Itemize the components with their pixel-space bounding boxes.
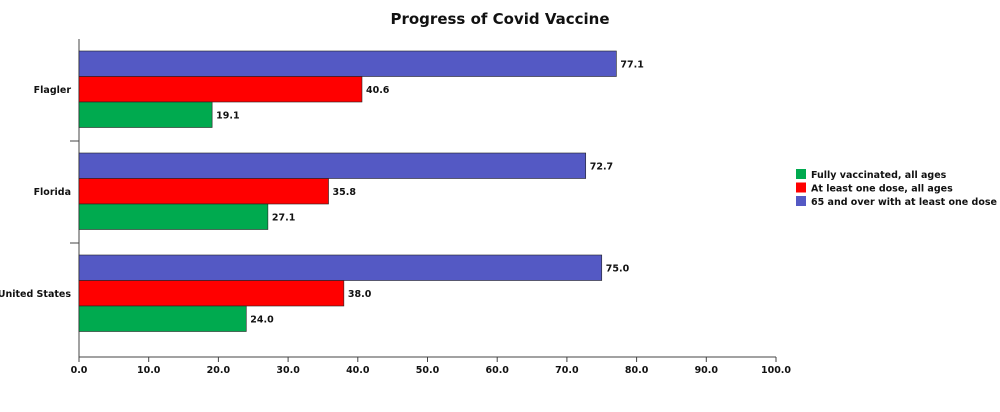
x-tick-label: 60.0 (485, 365, 509, 376)
x-tick-label: 30.0 (276, 365, 300, 376)
x-tick-label: 0.0 (71, 365, 88, 376)
x-tick-label: 70.0 (555, 365, 579, 376)
bar-flagler-65-and-over-with-at-least-one-dose (78, 50, 617, 77)
legend-swatch-65-and-over-with-at-least-one-dose (796, 196, 806, 206)
data-label: 72.7 (590, 161, 613, 172)
data-label: 19.1 (216, 110, 239, 121)
legend-label-65-and-over-with-at-least-one-dose: 65 and over with at least one dose (811, 197, 997, 208)
bar-united-states-65-and-over-with-at-least-one-dose (78, 254, 603, 281)
bar-florida-65-and-over-with-at-least-one-dose (78, 152, 587, 179)
legend-swatch-at-least-one-dose-all-ages (796, 182, 806, 193)
bar-flagler-fully-vaccinated-all-ages (78, 101, 213, 128)
legend-label-fully-vaccinated-all-ages: Fully vaccinated, all ages (811, 170, 947, 181)
bar-united-states-fully-vaccinated-all-ages (78, 305, 247, 332)
legend-label-at-least-one-dose-all-ages: At least one dose, all ages (811, 184, 953, 195)
data-label: 38.0 (348, 289, 372, 300)
bar-flagler-at-least-one-dose-all-ages (78, 76, 363, 103)
x-tick-label: 10.0 (137, 365, 161, 376)
x-tick-label: 80.0 (625, 365, 649, 376)
x-tick-label: 20.0 (207, 365, 231, 376)
plot-area: 0.0 10.0 20.0 30.0 40.0 50.0 60.0 70.0 80.0 90.0 1… (0, 39, 791, 376)
bar-florida-fully-vaccinated-all-ages (78, 203, 269, 230)
data-label: 24.0 (250, 314, 274, 325)
x-tick-label: 90.0 (695, 365, 719, 376)
bar-united-states-at-least-one-dose-all-ages (78, 280, 345, 307)
category-label-florida: Florida (34, 187, 71, 198)
category-label-flagler: Flagler (34, 85, 72, 96)
bar-florida-at-least-one-dose-all-ages (78, 178, 329, 205)
data-label: 27.1 (272, 212, 295, 223)
x-tick-label: 50.0 (416, 365, 440, 376)
data-label: 35.8 (333, 187, 357, 198)
legend-swatch-fully-vaccinated-all-ages (796, 169, 806, 179)
data-label: 40.6 (366, 85, 390, 96)
x-tick-label: 100.0 (761, 365, 791, 376)
data-label: 77.1 (620, 59, 643, 70)
legend: Fully vaccinated, all ages At least one d… (796, 169, 997, 208)
chart-title: Progress of Covid Vaccine (390, 10, 609, 28)
x-tick-label: 40.0 (346, 365, 370, 376)
data-label: 75.0 (606, 263, 630, 274)
category-label-united-states: United States (0, 289, 71, 300)
